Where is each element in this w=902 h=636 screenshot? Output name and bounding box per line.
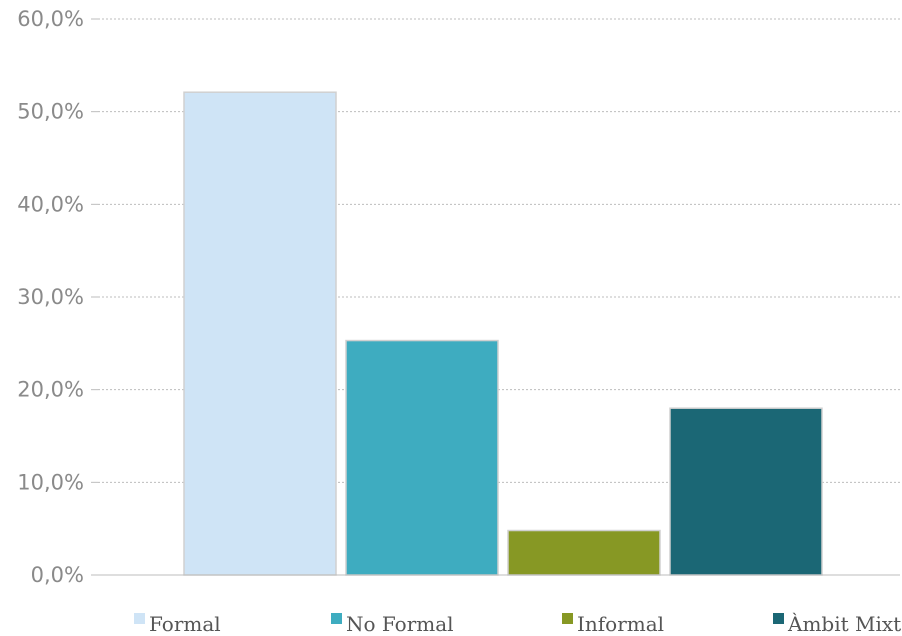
bar--mbit-mixt: [669, 407, 823, 576]
legend-label: Formal: [149, 612, 221, 636]
legend-swatch: [331, 613, 342, 624]
legend-swatch: [562, 613, 573, 624]
y-axis-ticks: 0,0% 10,0% 20,0% 30,0% 40,0% 50,0% 60,0%: [17, 7, 98, 587]
bar-no-formal: [345, 339, 499, 576]
y-tick-label: 0,0%: [31, 563, 84, 587]
y-tick-label: 20,0%: [17, 378, 84, 402]
legend: Formal No Formal Informal Àmbit Mixt: [134, 612, 901, 636]
y-tick-label: 10,0%: [17, 470, 84, 494]
y-tick-label: 50,0%: [17, 100, 84, 124]
bar-formal: [183, 91, 337, 576]
legend-label: Informal: [577, 612, 664, 636]
y-tick-label: 30,0%: [17, 285, 84, 309]
legend-label: Àmbit Mixt: [787, 612, 901, 636]
y-tick-label: 40,0%: [17, 192, 84, 216]
legend-swatch: [773, 613, 784, 624]
bars: [183, 91, 823, 576]
bar-informal: [507, 529, 661, 576]
legend-label: No Formal: [346, 612, 454, 636]
legend-swatch: [134, 613, 145, 624]
y-tick-label: 60,0%: [17, 7, 84, 31]
